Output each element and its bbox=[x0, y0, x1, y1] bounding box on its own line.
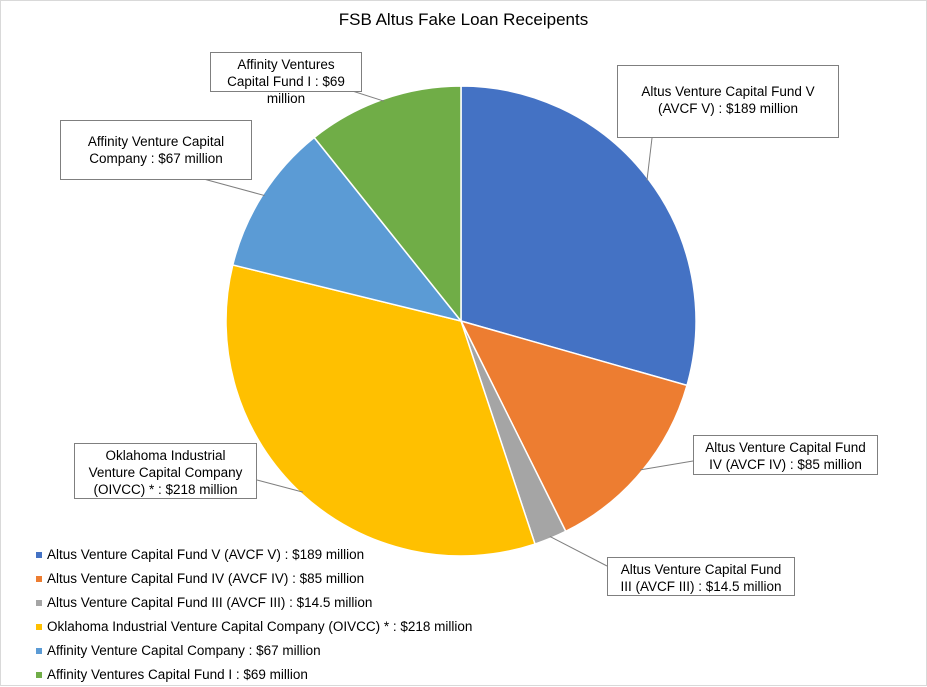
data-label-avcf-iii-text: Altus Venture Capital Fund III (AVCF III… bbox=[620, 562, 782, 594]
legend-label: Oklahoma Industrial Venture Capital Comp… bbox=[47, 619, 473, 634]
data-label-affinity-company-text: Affinity Venture Capital Company : $67 m… bbox=[87, 134, 225, 166]
data-label-avcf-v-text: Altus Venture Capital Fund V (AVCF V) : … bbox=[641, 84, 815, 116]
chart-title: FSB Altus Fake Loan Receipents bbox=[338, 10, 589, 29]
leader-line bbox=[199, 177, 265, 197]
legend-swatch bbox=[36, 600, 42, 606]
legend-swatch bbox=[36, 576, 42, 582]
legend-swatch bbox=[36, 624, 42, 630]
leader-line bbox=[646, 137, 653, 181]
data-label-affinity-fund-i: Affinity Ventures Capital Fund I : $69 m… bbox=[210, 52, 362, 106]
legend-label: Altus Venture Capital Fund V (AVCF V) : … bbox=[47, 547, 365, 562]
data-label-avcf-v: Altus Venture Capital Fund V (AVCF V) : … bbox=[617, 65, 839, 138]
legend-swatch bbox=[36, 648, 42, 654]
legend-label: Altus Venture Capital Fund IV (AVCF IV) … bbox=[47, 571, 365, 586]
data-label-affinity-fund-i-text: Affinity Ventures Capital Fund I : $69 m… bbox=[227, 57, 345, 106]
data-label-avcf-iv-text: Altus Venture Capital Fund IV (AVCF IV) … bbox=[705, 440, 866, 472]
leader-line bbox=[549, 535, 608, 567]
legend-swatch bbox=[36, 672, 42, 678]
slice-avcf-iv bbox=[459, 319, 688, 533]
legend-label: Affinity Venture Capital Company : $67 m… bbox=[47, 643, 321, 658]
data-label-oivcc-text: Oklahoma Industrial Venture Capital Comp… bbox=[88, 448, 243, 497]
legend: Altus Venture Capital Fund V (AVCF V) : … bbox=[36, 543, 472, 687]
legend-label: Affinity Ventures Capital Fund I : $69 m… bbox=[47, 667, 308, 682]
legend-item: Affinity Venture Capital Company : $67 m… bbox=[36, 639, 472, 663]
legend-item: Altus Venture Capital Fund V (AVCF V) : … bbox=[36, 543, 472, 567]
slice-oivcc bbox=[225, 264, 536, 557]
data-label-avcf-iv: Altus Venture Capital Fund IV (AVCF IV) … bbox=[693, 435, 878, 475]
legend-item: Altus Venture Capital Fund III (AVCF III… bbox=[36, 591, 472, 615]
leader-line bbox=[256, 479, 304, 493]
legend-label: Altus Venture Capital Fund III (AVCF III… bbox=[47, 595, 373, 610]
legend-swatch bbox=[36, 552, 42, 558]
legend-item: Oklahoma Industrial Venture Capital Comp… bbox=[36, 615, 472, 639]
leader-line bbox=[640, 460, 694, 471]
legend-item: Altus Venture Capital Fund IV (AVCF IV) … bbox=[36, 567, 472, 591]
slice-affinity-company bbox=[231, 136, 463, 323]
slice-avcf-v bbox=[460, 85, 697, 387]
data-label-affinity-company: Affinity Venture Capital Company : $67 m… bbox=[60, 120, 252, 180]
data-label-avcf-iii: Altus Venture Capital Fund III (AVCF III… bbox=[607, 557, 795, 596]
legend-item: Affinity Ventures Capital Fund I : $69 m… bbox=[36, 663, 472, 687]
slice-affinity-fund-i bbox=[313, 85, 462, 324]
data-label-oivcc: Oklahoma Industrial Venture Capital Comp… bbox=[74, 443, 257, 499]
